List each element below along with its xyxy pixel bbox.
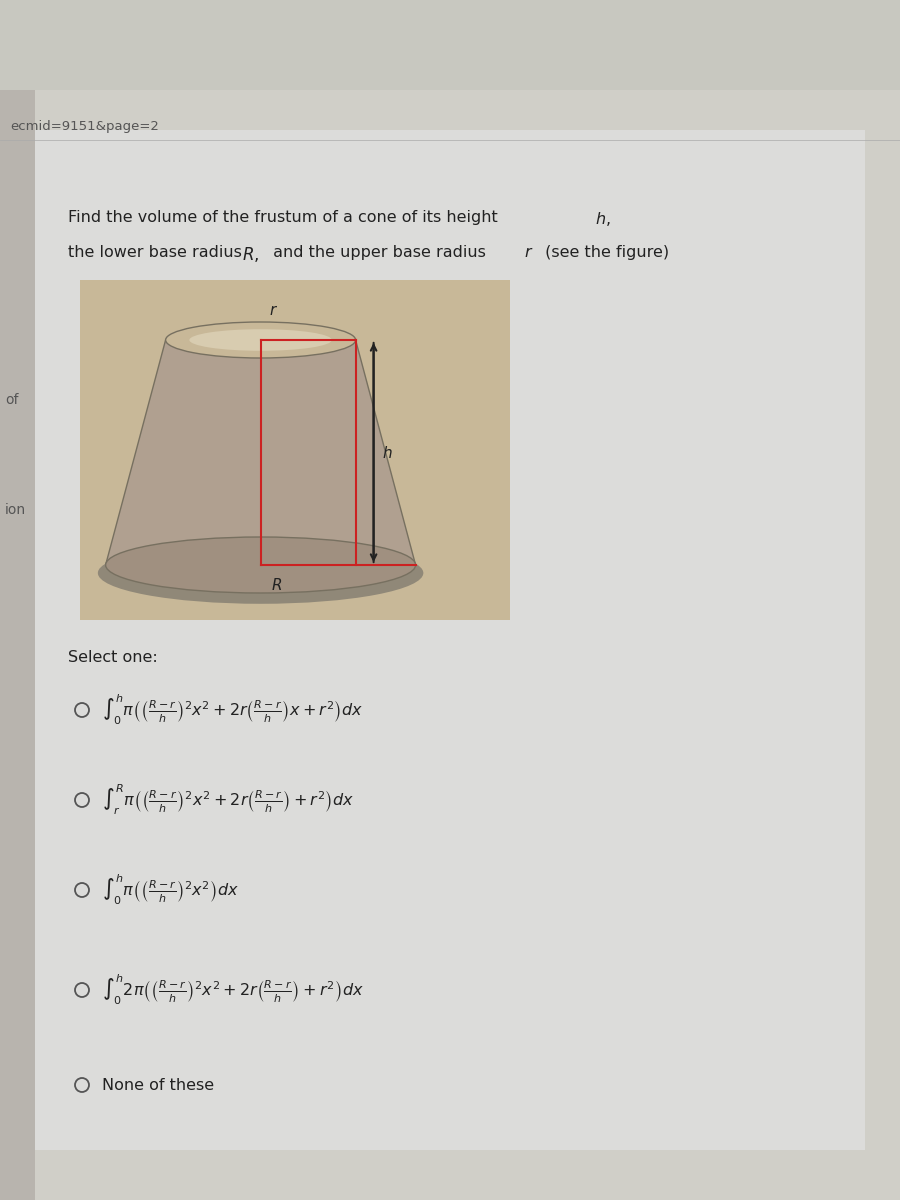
Text: $R$: $R$	[271, 577, 282, 593]
Bar	[0, 90, 35, 1200]
Text: and the upper base radius: and the upper base radius	[268, 245, 491, 260]
Ellipse shape	[105, 538, 416, 593]
Text: ecmid=9151&page=2: ecmid=9151&page=2	[10, 120, 159, 133]
Bar	[80, 280, 510, 620]
Text: $h,$: $h,$	[595, 210, 610, 228]
Text: Select one:: Select one:	[68, 650, 158, 665]
Text: $\int_0^h \pi\left(\left(\frac{R-r}{h}\right)^2x^2 + 2r\left(\frac{R-r}{h}\right: $\int_0^h \pi\left(\left(\frac{R-r}{h}\r…	[102, 692, 364, 727]
Polygon shape	[105, 340, 416, 565]
Text: $\int_0^h 2\pi\left(\left(\frac{R-r}{h}\right)^2x^2 + 2r\left(\frac{R-r}{h}\righ: $\int_0^h 2\pi\left(\left(\frac{R-r}{h}\…	[102, 973, 364, 1007]
Text: $R,$: $R,$	[242, 245, 259, 264]
Text: None of these: None of these	[102, 1078, 214, 1092]
Text: Find the volume of the frustum of a cone of its height: Find the volume of the frustum of a cone…	[68, 210, 503, 226]
Text: ion: ion	[5, 503, 26, 517]
Text: $r$: $r$	[524, 245, 534, 260]
Text: the lower base radius: the lower base radius	[68, 245, 247, 260]
Text: $h$: $h$	[382, 444, 392, 461]
Text: (see the figure): (see the figure)	[540, 245, 669, 260]
Ellipse shape	[189, 329, 332, 350]
Ellipse shape	[166, 322, 356, 358]
Ellipse shape	[98, 542, 423, 604]
Text: $\int_r^R \pi\left(\left(\frac{R-r}{h}\right)^2x^2 + 2r\left(\frac{R-r}{h}\right: $\int_r^R \pi\left(\left(\frac{R-r}{h}\r…	[102, 782, 355, 817]
Text: $\int_0^h \pi\left(\left(\frac{R-r}{h}\right)^2x^2\right)dx$: $\int_0^h \pi\left(\left(\frac{R-r}{h}\r…	[102, 872, 239, 907]
Text: of: of	[5, 392, 19, 407]
Text: $r$: $r$	[268, 302, 278, 318]
